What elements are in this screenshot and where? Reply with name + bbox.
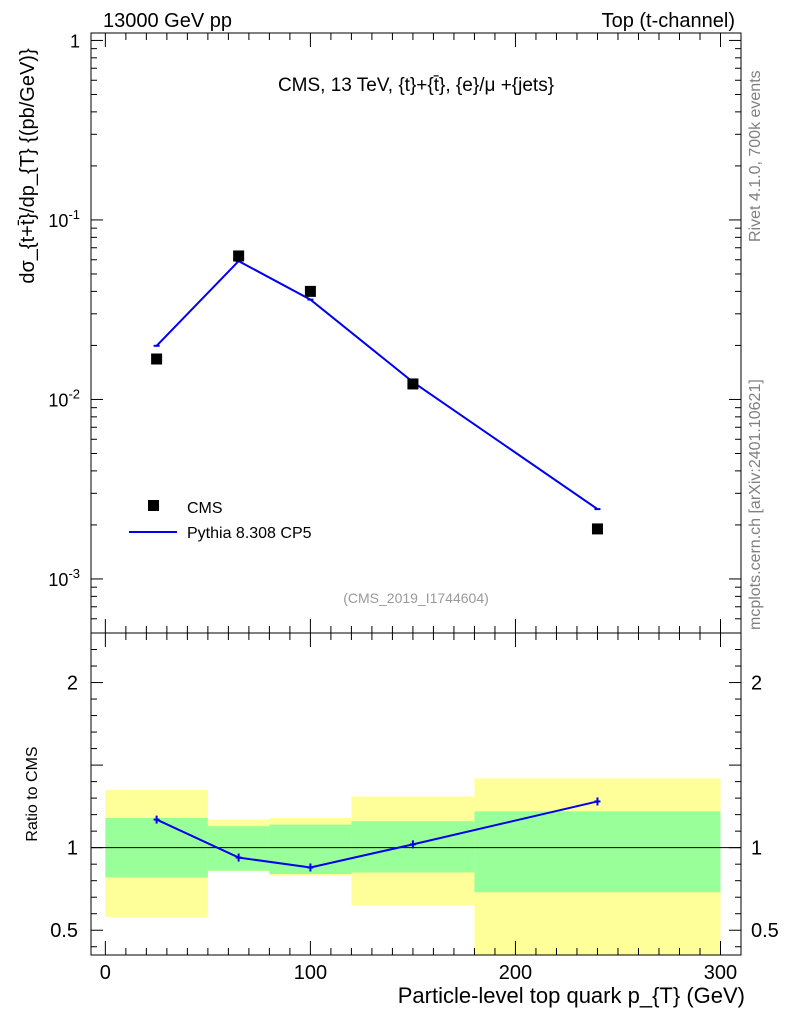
- legend-cms-marker: [148, 500, 159, 511]
- rivet-label: Rivet 4.1.0, 700k events: [747, 70, 764, 242]
- xtick-label: 200: [499, 962, 532, 984]
- watermark-label: (CMS_2019_I1744604): [343, 590, 489, 606]
- ratio-ytick-label-right: 1: [751, 838, 762, 860]
- ratio-ytick-label-left: 1: [67, 838, 78, 860]
- main-frame: [90, 32, 742, 634]
- cms-data-point: [151, 353, 163, 365]
- ratio-frame: [90, 632, 742, 956]
- xtick-label: 0: [100, 962, 111, 984]
- main-ytick-label: 10-3: [48, 566, 80, 590]
- mcplots-label: mcplots.cern.ch [arXiv:2401.10621]: [747, 379, 764, 630]
- main-ytick-label: 1: [70, 31, 80, 51]
- header-left: 13000 GeV pp: [103, 10, 232, 32]
- cms-data-point: [304, 285, 316, 297]
- ratio-ytick-label-right: 2: [751, 673, 762, 695]
- main-ylabel: dσ_{t+t̄}/dp_{T} {(pb/GeV)}: [17, 48, 39, 284]
- main-ytick-label: 10-1: [48, 207, 80, 231]
- ratio-ytick-label-right: 0.5: [751, 920, 779, 942]
- legend-mc-label: Pythia 8.308 CP5: [187, 525, 312, 542]
- xtick-label: 100: [294, 962, 327, 984]
- xaxis-label: Particle-level top quark p_{T} (GeV): [398, 983, 745, 1008]
- main-ytick-label: 10-2: [48, 386, 80, 410]
- legend-cms-label: CMS: [187, 500, 223, 517]
- ratio-ytick-label-left: 2: [67, 673, 78, 695]
- cms-data-point: [591, 523, 603, 535]
- ratio-band-inner-4: [474, 811, 721, 893]
- ratio-ytick-label-left: 0.5: [50, 920, 78, 942]
- cms-data-point: [407, 378, 419, 390]
- header-right: Top (t-channel): [602, 10, 735, 32]
- cms-data-point: [233, 250, 245, 262]
- xtick-label: 300: [704, 962, 737, 984]
- plot-title: CMS, 13 TeV, {t}+{t̄}, {e}/μ +{jets}: [278, 75, 554, 96]
- mc-series-line: [155, 259, 599, 510]
- ratio-ylabel: Ratio to CMS: [24, 746, 41, 841]
